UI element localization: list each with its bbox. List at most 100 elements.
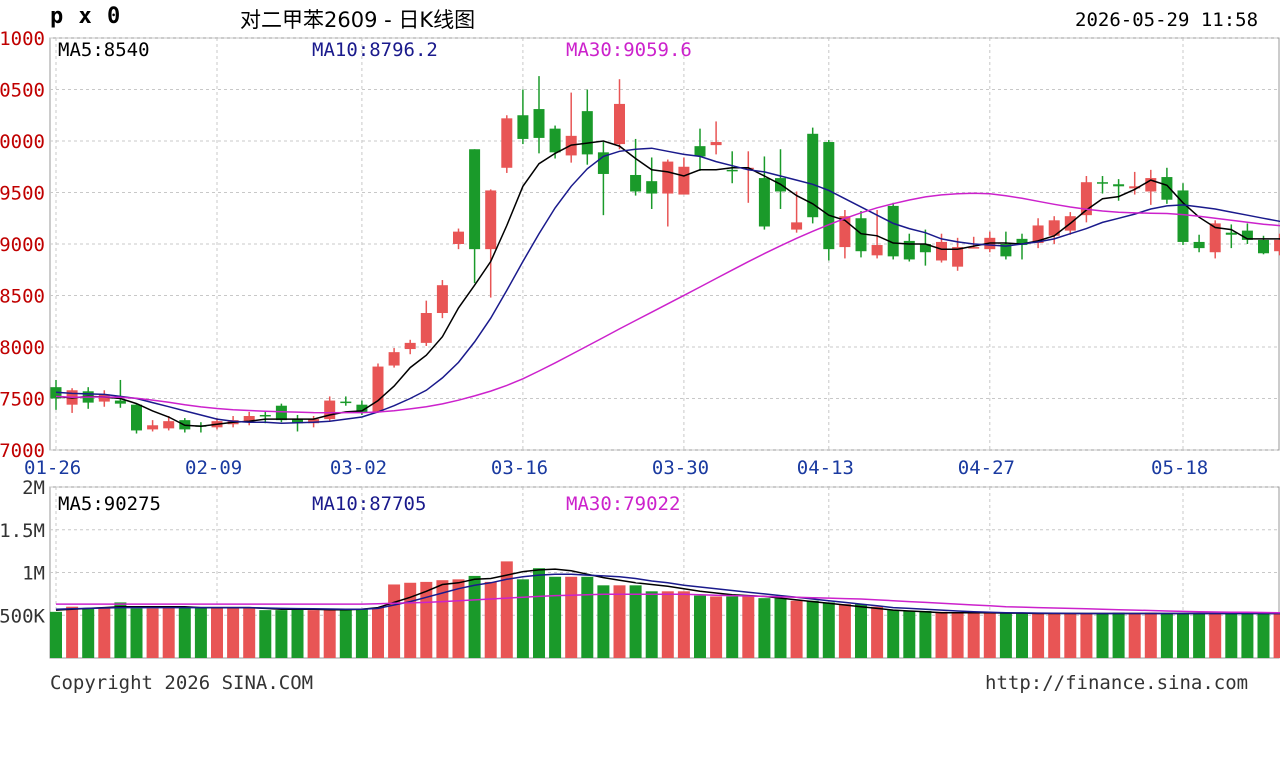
candle-body	[275, 405, 287, 421]
ma5-line	[55, 140, 1280, 428]
candle-body	[1048, 220, 1060, 236]
volume-bar	[838, 604, 851, 658]
volume-bar	[66, 606, 79, 658]
volume-bar	[661, 591, 674, 658]
volume-bar	[1160, 613, 1173, 658]
volume-bar	[790, 600, 803, 658]
price-tick-label: 8500	[0, 286, 45, 308]
legend-ma5: MA5:8540	[58, 39, 150, 61]
price-tick-label: 11000	[0, 28, 45, 50]
volume-tick-label: 1M	[22, 563, 45, 585]
candle-body	[952, 247, 964, 267]
candle-body	[259, 414, 271, 417]
volume-tick-label: 1.5M	[0, 520, 45, 542]
volume-bar	[533, 568, 545, 658]
volume-bar	[1241, 613, 1254, 658]
volume-bar	[871, 606, 884, 658]
date-tick-label: 04-13	[797, 457, 854, 479]
volume-bar	[549, 576, 562, 658]
volume-bar	[259, 610, 272, 658]
date-tick-label: 01-26	[24, 457, 81, 479]
volume-bar	[1048, 613, 1061, 658]
candle-body	[1097, 182, 1108, 184]
volume-bar	[1273, 613, 1280, 658]
candle-body	[308, 419, 320, 424]
volume-legend-ma5: MA5:90275	[58, 493, 161, 515]
candle-body	[839, 216, 851, 248]
volume-bar	[82, 608, 95, 658]
volume-bar	[452, 579, 465, 658]
volume-bar	[1064, 613, 1077, 658]
candle-body	[646, 181, 658, 194]
candle-body	[436, 285, 448, 314]
volume-bar	[1128, 613, 1141, 658]
candle-body	[420, 313, 432, 343]
candle-body	[1145, 178, 1157, 192]
volume-bar	[1209, 613, 1222, 658]
volume-bar	[1080, 613, 1093, 658]
candle-body	[758, 178, 770, 227]
candle-body	[1177, 190, 1189, 242]
source-url[interactable]: http://finance.sina.com	[985, 672, 1249, 694]
price-tick-label: 9000	[0, 234, 45, 256]
candle-body	[404, 342, 416, 350]
volume-bar	[677, 591, 690, 658]
candle-body	[1080, 182, 1092, 216]
volume-bar	[951, 612, 964, 658]
price-tick-label: 7000	[0, 440, 45, 462]
candle-body	[1274, 239, 1280, 252]
candle-body	[517, 115, 529, 139]
candle-body	[324, 400, 336, 420]
candle-body	[855, 218, 867, 252]
ma30-line	[55, 192, 1280, 414]
volume-bar	[967, 612, 980, 658]
volume-bar	[694, 595, 706, 658]
volume-bar	[645, 591, 658, 658]
volume-legend-ma30: MA30:79022	[566, 493, 680, 515]
volume-bar	[307, 610, 320, 658]
volume-bar	[130, 608, 143, 658]
candle-body	[1161, 177, 1173, 200]
candle-body	[98, 394, 110, 402]
volume-legend-ma10: MA10:87705	[312, 493, 426, 515]
date-tick-label: 03-16	[491, 457, 548, 479]
chart-title: 对二甲苯2609 - 日K线图	[240, 8, 476, 32]
candle-body	[581, 111, 593, 155]
volume-ma30-line	[56, 593, 1280, 614]
volume-bar	[420, 581, 433, 658]
candle-body	[1193, 241, 1205, 249]
candle-body	[678, 166, 690, 195]
volume-bar	[355, 609, 368, 658]
volume-bar	[243, 608, 256, 658]
candle-body	[1209, 223, 1221, 253]
volume-bar	[146, 608, 159, 658]
volume-bar	[211, 607, 223, 658]
volume-ma10-line	[55, 573, 1280, 615]
candle-body	[1241, 230, 1253, 240]
volume-bar	[404, 582, 417, 658]
copyright-text: Copyright 2026 SINA.COM	[50, 672, 314, 694]
volume-bar	[162, 606, 175, 658]
candle-body	[823, 142, 835, 250]
volume-bar	[50, 611, 62, 658]
date-tick-label: 04-27	[958, 457, 1015, 479]
candle-body	[887, 205, 899, 257]
candle-body	[243, 416, 255, 422]
legend-ma30: MA30:9059.6	[566, 39, 692, 61]
candle-body	[469, 149, 481, 250]
volume-bar	[822, 602, 835, 658]
volume-bar	[806, 600, 819, 658]
candle-body	[968, 247, 980, 249]
volume-bar	[774, 598, 787, 658]
timestamp: 2026-05-29 11:58	[1075, 9, 1259, 31]
volume-bar	[1032, 613, 1045, 658]
candle-body	[871, 245, 883, 256]
price-tick-label: 9500	[0, 183, 45, 205]
volume-bar	[468, 575, 481, 658]
volume-bar	[484, 581, 497, 658]
volume-bar	[919, 610, 932, 658]
volume-bar	[500, 561, 513, 658]
candle-body	[694, 146, 706, 157]
volume-bar	[726, 596, 739, 658]
